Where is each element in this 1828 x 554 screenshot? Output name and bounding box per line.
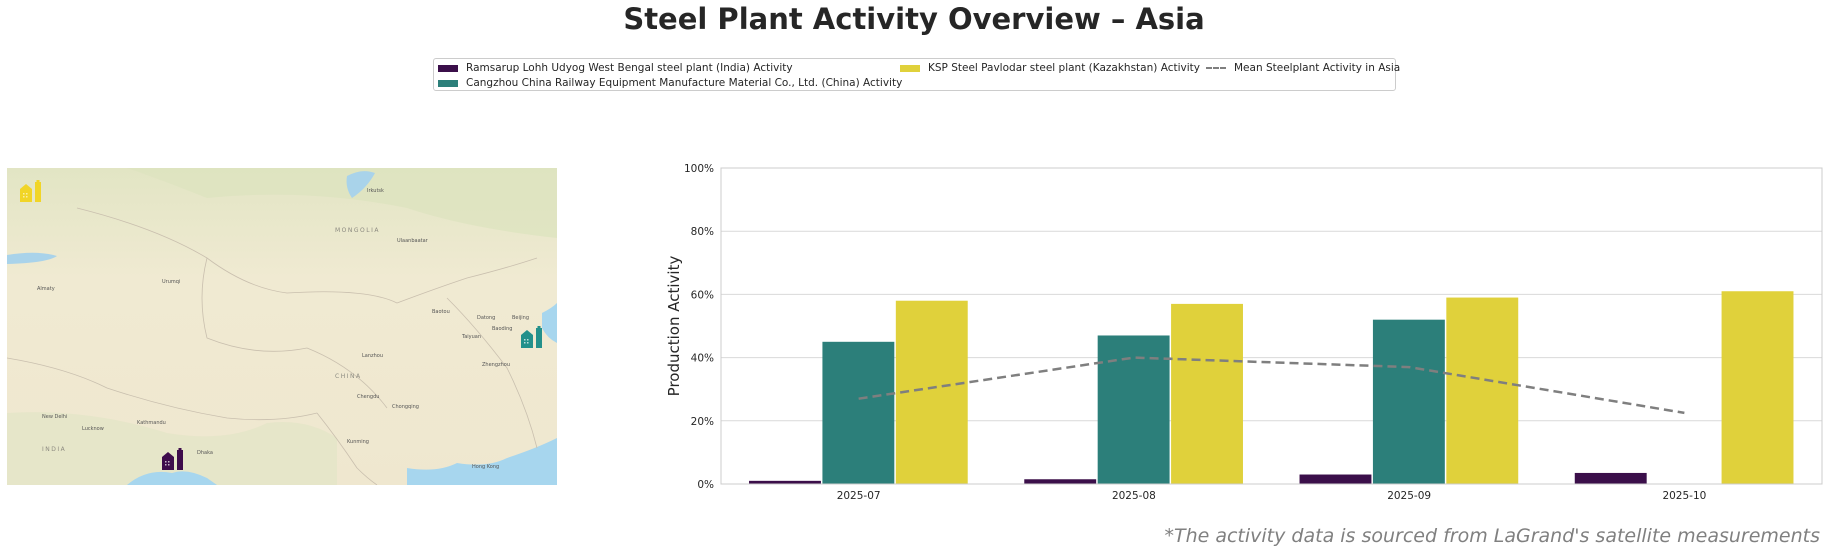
factory-icon-kazakhstan[interactable] [20, 180, 41, 202]
legend-item-mean: Mean Steelplant Activity in Asia [1206, 62, 1400, 74]
bar-2025-08-s0 [1024, 479, 1097, 484]
map-label-zhengzhou: Zhengzhou [482, 362, 510, 368]
y-tick-label: 80% [691, 226, 714, 238]
map-label-taiyuan: Taiyuan [461, 334, 481, 340]
y-tick-labels: 0% 20% 40% 60% 80% 100% [684, 163, 714, 491]
chart-bars [749, 291, 1794, 484]
y-tick-label: 100% [684, 163, 714, 175]
x-tick-label: 2025-07 [837, 490, 881, 502]
map-label-irkutsk: Irkutsk [367, 188, 384, 194]
map-lake-balkhash [7, 252, 57, 264]
y-axis-label: Production Activity [665, 256, 683, 397]
map-label-new-delhi: New Delhi [42, 414, 67, 420]
x-tick-label: 2025-10 [1662, 490, 1706, 502]
bar-chart: 0% 20% 40% 60% 80% 100% 2025-07 2025-08 2025-09… [665, 163, 1823, 502]
footer-note: *The activity data is sourced from LaGra… [1164, 525, 1820, 547]
map-label-china: CHINA [335, 373, 362, 380]
x-tick-label: 2025-08 [1112, 490, 1156, 502]
map-label-chongqing: Chongqing [392, 404, 419, 410]
map-label-lucknow: Lucknow [82, 426, 104, 432]
y-tick-label: 20% [691, 416, 714, 428]
bar-2025-09-s2 [1446, 297, 1519, 484]
map-label-datong: Datong [477, 315, 495, 321]
legend-label-kazakhstan: KSP Steel Pavlodar steel plant (Kazakhst… [928, 62, 1200, 74]
x-tick-label: 2025-09 [1387, 490, 1431, 502]
map-label-dhaka: Dhaka [197, 450, 213, 456]
map-label-lanzhou: Lanzhou [362, 353, 383, 359]
map-borders [7, 207, 538, 485]
legend-item-china: Cangzhou China Railway Equipment Manufac… [438, 77, 902, 89]
legend-swatch-india [438, 64, 458, 72]
bar-2025-07-s1 [822, 341, 895, 484]
y-tick-label: 40% [691, 353, 714, 365]
legend-swatch-china [438, 79, 458, 87]
bar-2025-09-s1 [1372, 319, 1445, 484]
factory-icon-india[interactable] [162, 448, 183, 470]
legend-swatch-kazakhstan [900, 64, 920, 72]
map-lake-baikal [346, 171, 375, 198]
legend-label-mean: Mean Steelplant Activity in Asia [1234, 62, 1401, 74]
map-label-kunming: Kunming [347, 439, 369, 445]
map-labels: MONGOLIA CHINA INDIA Ulaanbaatar Irkutsk… [37, 188, 529, 470]
factory-icon-china[interactable] [521, 326, 542, 348]
map-sea-south [407, 438, 557, 485]
legend-label-india: Ramsarup Lohh Udyog West Bengal steel pl… [466, 62, 793, 74]
map-label-india: INDIA [42, 446, 66, 453]
x-tick-labels: 2025-07 2025-08 2025-09 2025-10 [837, 490, 1707, 502]
y-tick-label: 0% [697, 479, 714, 491]
map-label-beijing: Beijing [512, 315, 529, 321]
map-label-almaty: Almaty [37, 286, 55, 292]
legend-item-india: Ramsarup Lohh Udyog West Bengal steel pl… [438, 62, 793, 74]
bar-2025-08-s2 [1171, 303, 1243, 484]
map-bohai-sea [542, 303, 557, 343]
y-tick-label: 60% [691, 289, 714, 301]
legend-label-china: Cangzhou China Railway Equipment Manufac… [466, 77, 903, 89]
map-himalaya [7, 412, 337, 485]
chart-mean-line-group [858, 356, 1685, 415]
bar-2025-10-s0 [1574, 472, 1647, 484]
map-bay-of-bengal [127, 471, 217, 485]
asia-map[interactable]: MONGOLIA CHINA INDIA Ulaanbaatar Irkutsk… [7, 168, 557, 485]
legend-swatch-mean [1206, 67, 1226, 69]
legend-item-kazakhstan: KSP Steel Pavlodar steel plant (Kazakhst… [900, 62, 1200, 74]
bar-2025-08-s1 [1097, 335, 1170, 484]
map-svg: MONGOLIA CHINA INDIA Ulaanbaatar Irkutsk… [7, 168, 557, 485]
map-label-baotou: Baotou [432, 309, 450, 315]
map-forest [127, 168, 557, 238]
mean-activity-line [858, 356, 1685, 415]
chart-legend: Ramsarup Lohh Udyog West Bengal steel pl… [433, 58, 1400, 91]
page-title: Steel Plant Activity Overview – Asia [623, 2, 1205, 36]
map-label-mongolia: MONGOLIA [335, 227, 380, 234]
map-label-chengdu: Chengdu [357, 394, 379, 400]
map-label-baoding: Baoding [492, 326, 512, 332]
map-label-urumqi: Urumqi [162, 279, 180, 285]
bar-2025-07-s0 [749, 480, 821, 484]
map-label-hong-kong: Hong Kong [472, 464, 499, 470]
map-label-ulaanbaatar: Ulaanbaatar [397, 238, 429, 244]
map-label-kathmandu: Kathmandu [137, 420, 166, 426]
bar-2025-10-s2 [1721, 291, 1794, 484]
bar-2025-09-s0 [1299, 474, 1372, 484]
plot-frame [720, 167, 1823, 485]
